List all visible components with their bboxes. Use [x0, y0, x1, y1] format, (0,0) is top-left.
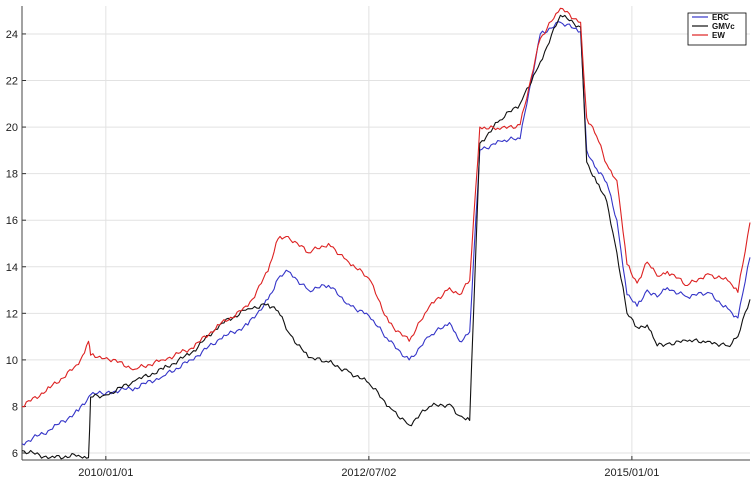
y-tick-label: 6 — [12, 448, 18, 460]
x-tick-label: 2010/01/01 — [78, 467, 133, 479]
series-line-erc — [21, 21, 751, 446]
x-tick-label: 2012/07/02 — [341, 467, 396, 479]
grid-lines — [22, 6, 750, 460]
y-tick-label: 14 — [6, 262, 18, 274]
y-tick-label: 12 — [6, 308, 18, 320]
y-tick-label: 16 — [6, 215, 18, 227]
y-tick-label: 18 — [6, 169, 18, 181]
plot-axes — [21, 6, 750, 461]
series-line-ew — [21, 7, 751, 408]
legend-label: EW — [712, 31, 725, 40]
series-lines — [21, 7, 751, 460]
y-tick-label: 24 — [6, 29, 18, 41]
y-tick-label: 8 — [12, 401, 18, 413]
legend-label: ERC — [712, 13, 729, 22]
legend-box — [687, 12, 747, 46]
series-line-gmvc — [21, 14, 751, 460]
y-tick-label: 20 — [6, 122, 18, 134]
tick-labels: 6 8 10 12 14 16 18 20 22 24 2010/01/01 2012/07/02 20… — [6, 29, 660, 479]
y-tick-label: 10 — [6, 355, 18, 367]
x-tick-label: 2015/01/01 — [604, 467, 659, 479]
y-tick-label: 22 — [6, 76, 18, 88]
legend-label: GMVc — [712, 22, 735, 31]
